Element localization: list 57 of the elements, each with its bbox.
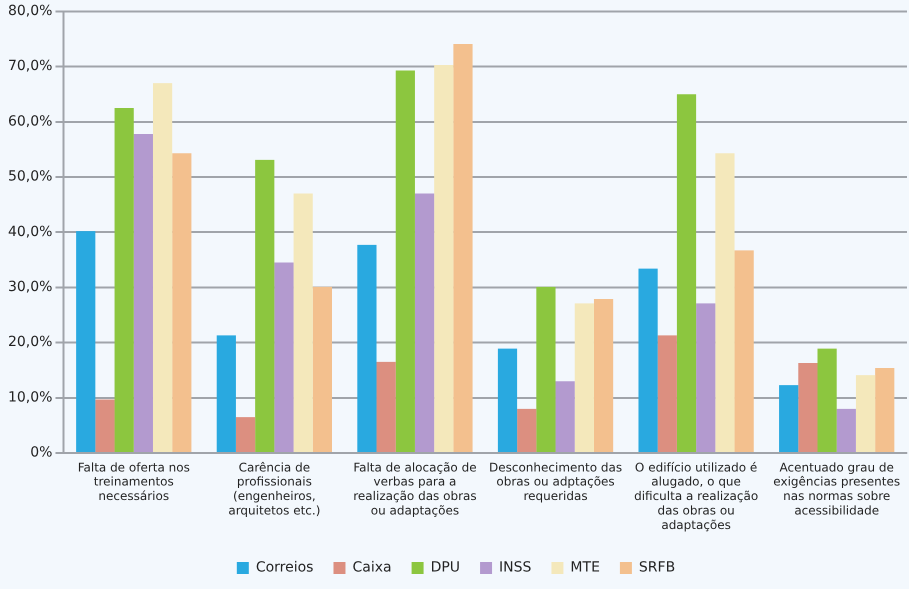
legend-label: MTE — [570, 560, 600, 576]
bar — [574, 303, 594, 452]
x-tick-label: Carência de profissionais (engenheiros, arquitetos etc.) — [228, 460, 320, 518]
bar — [658, 335, 677, 452]
y-tick-label: 0% — [30, 444, 52, 461]
bar — [517, 408, 536, 452]
bar — [95, 399, 115, 452]
bar — [536, 286, 556, 452]
bar — [414, 194, 434, 452]
bar — [696, 303, 716, 452]
bar — [134, 134, 153, 452]
bar — [376, 362, 396, 452]
bar — [255, 160, 274, 452]
bar — [556, 381, 575, 452]
y-tick-label: 70,0% — [8, 58, 52, 74]
legend-label: Caixa — [352, 560, 392, 576]
bar — [76, 231, 96, 452]
bar — [856, 375, 876, 452]
bar — [734, 250, 754, 452]
x-tick-label: Falta de oferta nos treinamentos necessários — [78, 460, 190, 504]
bar — [152, 83, 172, 452]
x-tick-label: Acentuado grau de exigências presentes nas normas sobre acessibilidade — [773, 460, 900, 518]
legend-label: DPU — [430, 560, 460, 576]
y-tick-label: 10,0% — [8, 389, 52, 406]
bar — [434, 64, 454, 452]
bar — [638, 268, 658, 452]
bar — [172, 153, 192, 452]
bar — [236, 417, 256, 452]
bar — [216, 335, 236, 452]
bar — [798, 363, 818, 452]
x-tick-label: Falta de alocação de verbas para a realização das obras ou adaptações — [353, 460, 477, 518]
bar — [114, 108, 134, 452]
y-tick-label: 50,0% — [8, 168, 52, 185]
bar — [817, 348, 837, 452]
y-tick-label: 20,0% — [8, 334, 52, 350]
y-tick-label: 30,0% — [8, 279, 52, 296]
bar — [294, 194, 313, 452]
bar — [676, 94, 696, 452]
bar — [779, 385, 798, 452]
legend-label: SRFB — [638, 560, 676, 576]
bar — [312, 286, 332, 452]
bar — [396, 70, 415, 452]
bar — [453, 44, 473, 452]
bar — [594, 298, 614, 452]
y-tick-label: 40,0% — [8, 224, 52, 240]
legend-label: Correios — [256, 560, 314, 576]
x-tick-label: Desconhecimento das obras ou adptações requeridas — [488, 460, 622, 504]
bar — [274, 262, 294, 452]
x-tick-label: O edifício utilizado é alugado, o que dificulta a realização das obras ou adaptações — [634, 460, 758, 532]
bar — [836, 408, 856, 452]
bar — [357, 244, 377, 452]
bar — [715, 153, 735, 452]
y-tick-label: 80,0% — [8, 3, 52, 20]
y-tick-label: 60,0% — [8, 113, 52, 130]
bar — [498, 348, 518, 452]
legend-label: INSS — [499, 560, 532, 576]
bar — [875, 368, 894, 452]
